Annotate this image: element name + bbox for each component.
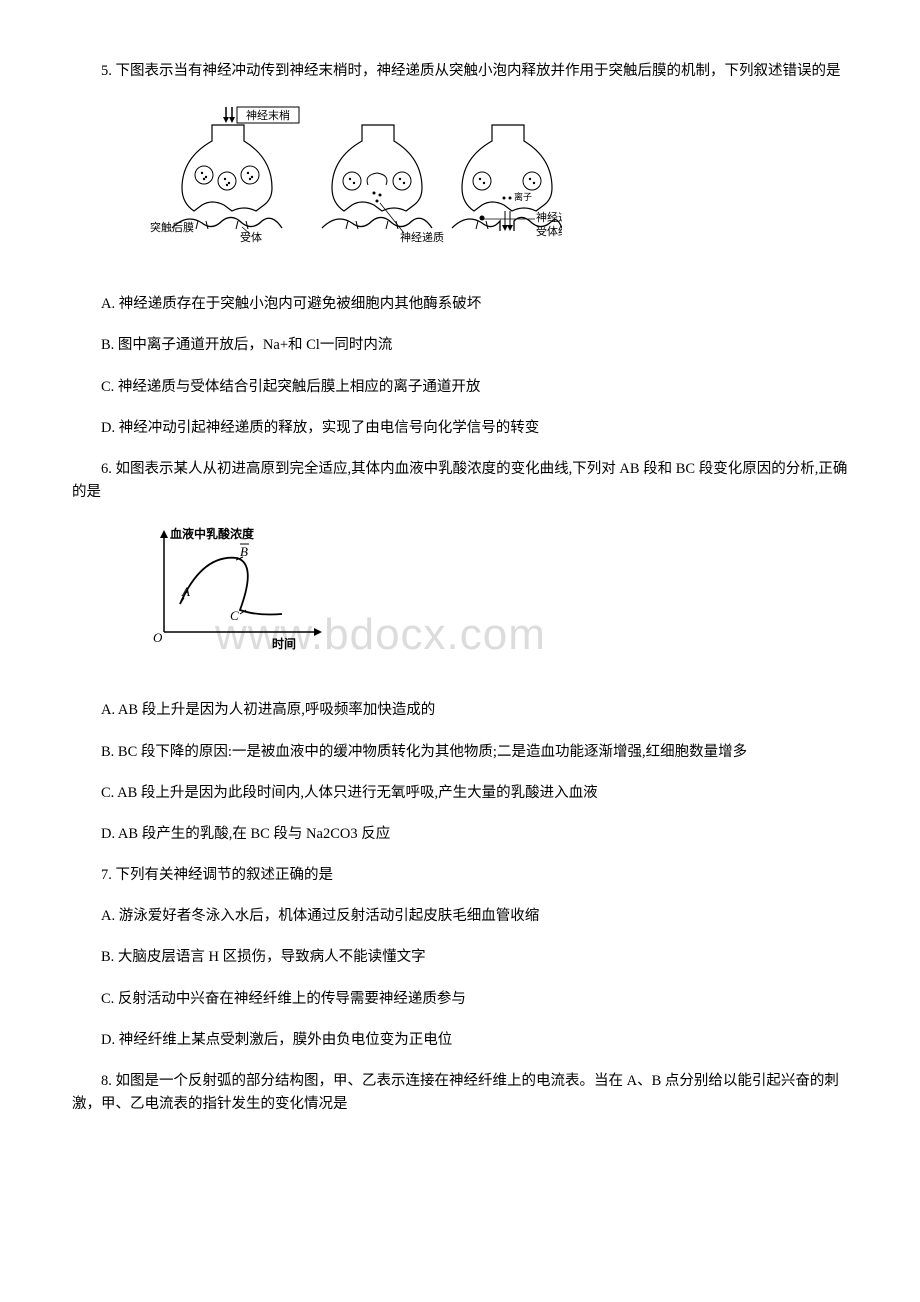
q7-option-b: B. 大脑皮层语言 H 区损伤，导致病人不能读懂文字 (72, 946, 848, 969)
q6-option-b: B. BC 段下降的原因:一是被血液中的缓冲物质转化为其他物质;二是造血功能逐渐… (72, 741, 848, 764)
q5-stem: 5. 下图表示当有神经冲动传到神经末梢时，神经递质从突触小泡内释放并作用于突触后… (72, 60, 848, 83)
q7-option-a: A. 游泳爱好者冬泳入水后，机体通过反射活动引起皮肤毛细血管收缩 (72, 905, 848, 928)
q6-option-a: A. AB 段上升是因为人初进高原,呼吸频率加快造成的 (72, 699, 848, 722)
q8-stem: 8. 如图是一个反射弧的部分结构图，甲、乙表示连接在神经纤维上的电流表。当在 A… (72, 1070, 848, 1116)
q6-stem: 6. 如图表示某人从初进高原到完全适应,其体内血液中乳酸浓度的变化曲线,下列对 … (72, 458, 848, 504)
chart-origin: O (153, 630, 163, 645)
q7-option-c: C. 反射活动中兴奋在神经纤维上的传导需要神经递质参与 (72, 988, 848, 1011)
chart-point-b: B (240, 544, 248, 559)
label-receptor: 受体 (240, 230, 262, 244)
q5-option-d: D. 神经冲动引起神经递质的释放，实现了由电信号向化学信号的转变 (72, 417, 848, 440)
label-nerve-ending: 神经末梢 (246, 108, 290, 122)
label-postsynaptic: 突触后膜 (150, 220, 194, 234)
label-neurotransmitter: 神经递质 (400, 230, 444, 244)
q5-option-b: B. 图中离子通道开放后，Na+和 Cl一同时内流 (72, 334, 848, 357)
label-complex-1: 神经递质与 (536, 210, 562, 224)
chart-point-c: C (230, 608, 239, 623)
chart-x-label: 时间 (272, 636, 296, 651)
label-complex-2: 受体结合物 (536, 224, 562, 238)
label-ion: 离子 (514, 191, 532, 202)
q7-stem: 7. 下列有关神经调节的叙述正确的是 (72, 864, 848, 887)
q6-option-d: D. AB 段产生的乳酸,在 BC 段与 Na2CO3 反应 (72, 823, 848, 846)
document-content: 5. 下图表示当有神经冲动传到神经末梢时，神经递质从突触小泡内释放并作用于突触后… (72, 60, 848, 1116)
q5-option-a: A. 神经递质存在于突触小泡内可避免被细胞内其他酶系破坏 (72, 293, 848, 316)
q6-option-c: C. AB 段上升是因为此段时间内,人体只进行无氧呼吸,产生大量的乳酸进入血液 (72, 782, 848, 805)
q5-figure: 神经末梢 突触后膜 (142, 103, 848, 273)
chart-y-label: 血液中乳酸浓度 (170, 526, 255, 541)
q5-option-c: C. 神经递质与受体结合引起突触后膜上相应的离子通道开放 (72, 376, 848, 399)
chart-point-a: A (181, 584, 190, 599)
q7-option-d: D. 神经纤维上某点受刺激后，膜外由负电位变为正电位 (72, 1029, 848, 1052)
q6-figure: 血液中乳酸浓度 时间 O A B C (142, 524, 848, 659)
